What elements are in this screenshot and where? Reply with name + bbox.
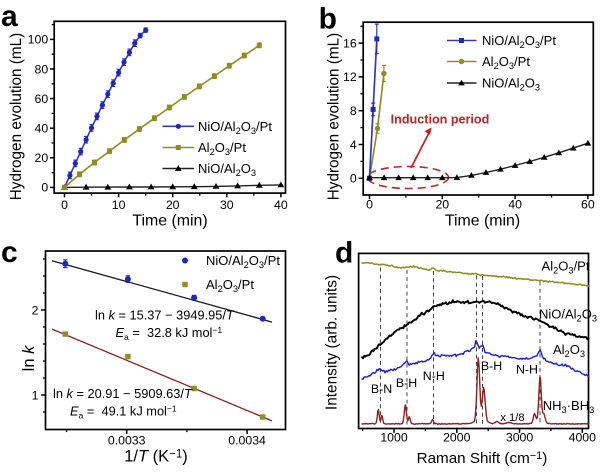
svg-text:0: 0 <box>350 172 357 186</box>
svg-text:Ea​ = 49.1 kJ mol−1​: Ea​ = 49.1 kJ mol−1​ <box>70 403 177 420</box>
svg-text:2: 2 <box>32 303 39 317</box>
svg-text:Al2​O3​/Pt: Al2​O3​/Pt <box>198 140 246 157</box>
svg-text:NiO/Al2​O3​: NiO/Al2​O3​ <box>198 161 256 178</box>
svg-text:20: 20 <box>435 198 449 212</box>
svg-text:40: 40 <box>274 198 288 212</box>
svg-text:x 1/8: x 1/8 <box>500 412 524 424</box>
svg-text:60: 60 <box>581 198 595 212</box>
svg-text:Time (min): Time (min) <box>132 213 207 230</box>
svg-text:ln k = 15.37 − 3949.95/T: ln k = 15.37 − 3949.95/T <box>95 307 235 322</box>
svg-text:Al2​O3​/Pt: Al2​O3​/Pt <box>542 259 590 276</box>
svg-text:NiO/Al2​O3​: NiO/Al2​O3​ <box>482 76 540 93</box>
svg-text:0.0034: 0.0034 <box>228 434 266 448</box>
svg-text:100: 100 <box>28 33 49 47</box>
svg-text:b: b <box>319 3 337 36</box>
svg-text:0: 0 <box>41 181 48 195</box>
svg-text:Al2​O3​: Al2​O3​ <box>553 342 585 359</box>
svg-text:Al2​O3​/Pt: Al2​O3​/Pt <box>482 54 530 71</box>
svg-text:Al2​O3​/Pt: Al2​O3​/Pt <box>206 277 254 294</box>
svg-text:c: c <box>1 236 18 269</box>
svg-text:40: 40 <box>508 198 522 212</box>
svg-text:NiO/Al2​O3​/Pt: NiO/Al2​O3​/Pt <box>482 33 556 50</box>
svg-text:0: 0 <box>61 198 68 212</box>
svg-text:B-H: B-H <box>481 359 502 373</box>
svg-text:40: 40 <box>35 122 49 136</box>
svg-text:12: 12 <box>343 70 357 84</box>
svg-text:0: 0 <box>366 198 373 212</box>
svg-text:Hydrogen evolution (mL): Hydrogen evolution (mL) <box>8 33 25 201</box>
svg-text:NiO/Al2​O3​: NiO/Al2​O3​ <box>539 307 597 324</box>
svg-text:N-H: N-H <box>423 369 445 383</box>
svg-text:ln k = 20.91 − 5909.63/T: ln k = 20.91 − 5909.63/T <box>53 386 193 401</box>
svg-text:B-N: B-N <box>371 382 392 396</box>
svg-text:N-H: N-H <box>516 363 538 377</box>
svg-text:80: 80 <box>35 62 49 76</box>
svg-text:Raman Shift (cm−1​): Raman Shift (cm−1​) <box>417 450 548 467</box>
svg-text:3000: 3000 <box>506 431 534 445</box>
svg-text:ln k: ln k <box>20 345 38 371</box>
svg-text:20: 20 <box>35 151 49 165</box>
svg-text:8: 8 <box>350 104 357 118</box>
svg-text:a: a <box>1 0 18 33</box>
svg-text:4: 4 <box>350 138 357 152</box>
svg-text:NH3​·BH3​: NH3​·BH3​ <box>543 398 595 415</box>
svg-text:60: 60 <box>35 92 49 106</box>
svg-text:Hydrogen evolution (mL): Hydrogen evolution (mL) <box>326 33 343 201</box>
svg-text:Time (min): Time (min) <box>445 213 520 230</box>
svg-text:2000: 2000 <box>443 431 471 445</box>
svg-text:20: 20 <box>166 198 180 212</box>
svg-text:10: 10 <box>112 198 126 212</box>
svg-text:NiO/Al2​O3​/Pt: NiO/Al2​O3​/Pt <box>206 253 280 270</box>
svg-text:B-H: B-H <box>396 376 417 390</box>
svg-text:1000: 1000 <box>380 431 408 445</box>
svg-text:NiO/Al2​O3​/Pt: NiO/Al2​O3​/Pt <box>198 119 272 136</box>
svg-text:4000: 4000 <box>569 431 597 445</box>
svg-text:Intensity (arb. units): Intensity (arb. units) <box>324 275 341 410</box>
svg-text:1/T (K−1​): 1/T (K−1​) <box>124 448 188 466</box>
svg-text:Ea​ = 32.8 kJ mol−1​: Ea​ = 32.8 kJ mol−1​ <box>116 325 223 342</box>
svg-text:16: 16 <box>343 36 357 50</box>
svg-text:Induction period: Induction period <box>391 113 490 127</box>
svg-text:d: d <box>335 237 353 270</box>
svg-text:1: 1 <box>32 388 39 402</box>
svg-text:0.0033: 0.0033 <box>108 434 146 448</box>
svg-text:30: 30 <box>220 198 234 212</box>
